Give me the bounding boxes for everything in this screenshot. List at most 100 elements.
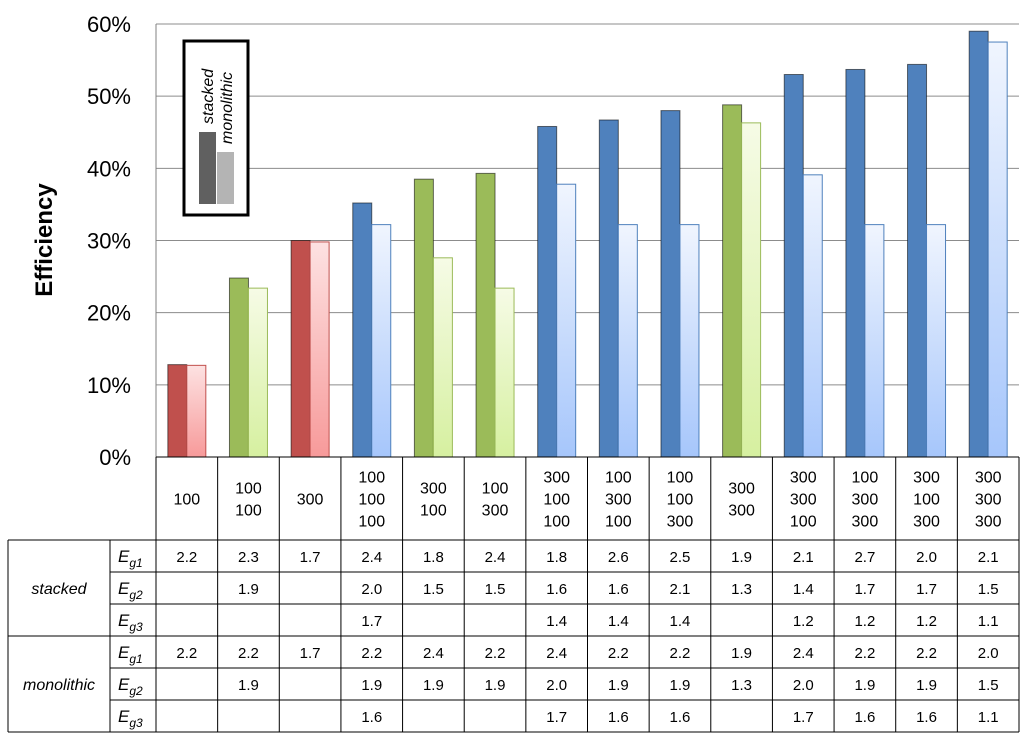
category-tick-label: 100 [543,492,570,509]
y-axis-title: Efficiency [31,183,58,297]
category-tick-label: 300 [728,481,755,498]
category-tick-label: 100 [173,492,200,509]
category-tick-label: 300 [543,470,570,487]
table-group-label: stacked [31,581,87,598]
category-tick-label: 300 [297,492,324,509]
table-cell: 2.0 [546,677,567,694]
table-param-label: Eg1 [118,547,143,570]
table-cell: 1.9 [670,677,691,694]
category-tick-label: 300 [667,514,694,531]
table-cell: 2.5 [670,549,691,566]
table-cell: 2.2 [854,645,875,662]
bar-monolithic [741,122,762,458]
category-tick-label: 300 [975,492,1002,509]
bar-monolithic [864,224,885,458]
table-cell: 2.1 [670,581,691,598]
y-axis-ticks: 0% 10% 20% 30% 40% 50% 60% [87,12,131,470]
table-param-label: Eg2 [118,675,143,698]
category-tick-label: 100 [790,514,817,531]
bar-stacked [475,172,496,458]
category-tick-label: 100 [235,503,262,520]
table-cell: 1.4 [608,613,629,630]
category-tick-label: 100 [605,514,632,531]
bar-stacked [228,277,249,458]
table-cell: 2.2 [608,645,629,662]
y-tick-label: 10% [87,373,131,398]
table-cell: 1.9 [238,677,259,694]
bar-monolithic [926,224,947,458]
table-cell: 1.6 [916,709,937,726]
table-cell: 1.7 [793,709,814,726]
bar-monolithic [679,224,700,458]
legend-swatch-stacked [199,132,216,204]
table-cell: 2.2 [916,645,937,662]
table-param-label: Eg1 [118,643,143,666]
category-tick-label: 100 [852,470,879,487]
table-cell: 1.8 [546,549,567,566]
table-cell: 1.5 [978,581,999,598]
category-tick-label: 300 [852,492,879,509]
table-cell: 1.6 [608,581,629,598]
bar-monolithic [247,287,268,458]
bar-stacked [413,178,434,458]
bar-stacked [660,110,681,458]
table-cell: 2.0 [978,645,999,662]
category-tick-label: 300 [975,514,1002,531]
table-cell: 2.2 [176,645,197,662]
category-tick-label: 100 [482,481,509,498]
table-cell: 2.4 [793,645,814,662]
category-tick-label: 300 [482,503,509,520]
table-cell: 1.1 [978,613,999,630]
legend-swatch-monolithic [217,152,234,204]
table-param-label: Eg3 [118,611,143,634]
category-tick-label: 100 [358,470,385,487]
table-param-label: Eg3 [118,707,143,730]
table-cell: 1.8 [423,549,444,566]
table-cell: 1.9 [423,677,444,694]
table-cell: 1.9 [854,677,875,694]
table-cell: 1.4 [546,613,567,630]
category-tick-label: 100 [420,503,447,520]
y-tick-label: 60% [87,12,131,37]
table-cell: 2.0 [916,549,937,566]
legend-label-monolithic: monolithic [219,72,236,144]
table-cell: 1.6 [670,709,691,726]
bar-monolithic [432,257,453,458]
y-tick-label: 0% [99,445,131,470]
category-tick-label: 300 [852,514,879,531]
table-cell: 1.5 [978,677,999,694]
bar-monolithic [802,174,823,458]
table-cell: 2.2 [361,645,382,662]
table-cell: 2.4 [546,645,567,662]
bar-stacked [290,240,311,458]
category-tick-label: 100 [358,492,385,509]
category-tick-label: 100 [358,514,385,531]
table-cell: 2.2 [176,549,197,566]
table-cell: 2.4 [485,549,506,566]
table-cell: 1.7 [300,645,321,662]
table-cell: 2.7 [854,549,875,566]
category-tick-label: 100 [913,492,940,509]
bar-stacked [722,104,743,458]
table-cell: 1.9 [361,677,382,694]
table-cell: 1.2 [916,613,937,630]
bar-stacked [783,74,804,458]
category-tick-label: 300 [728,503,755,520]
gridlines [155,23,1019,458]
table-cell: 2.4 [361,549,382,566]
table-cell: 1.4 [793,581,814,598]
table-cell: 1.5 [423,581,444,598]
bar-monolithic [494,287,515,458]
table-param-label: Eg2 [118,579,143,602]
y-tick-label: 20% [87,301,131,326]
bar-monolithic [371,224,392,458]
table-cell: 2.2 [238,645,259,662]
bar-monolithic [987,41,1008,458]
table-cell: 2.0 [361,581,382,598]
table-cell: 1.9 [731,645,752,662]
category-tick-label: 300 [790,470,817,487]
category-tick-label: 300 [605,492,632,509]
table-cell: 2.2 [670,645,691,662]
category-tick-label: 100 [543,514,570,531]
y-tick-label: 40% [87,156,131,181]
